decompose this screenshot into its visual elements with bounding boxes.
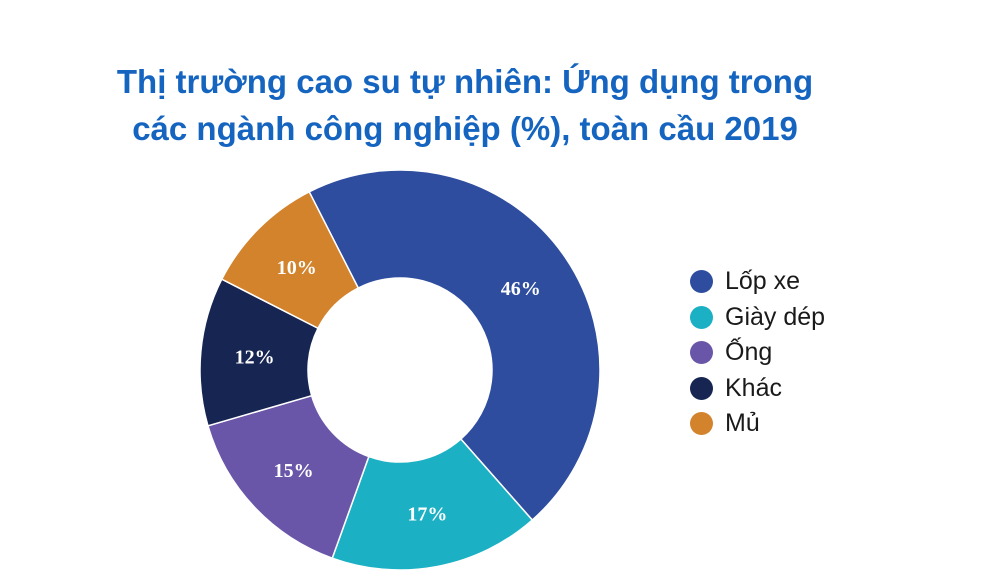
slice-label-4: 10% (277, 257, 317, 279)
legend-item: Giày dép (690, 300, 825, 336)
legend-swatch (690, 270, 713, 294)
slice-label-2: 15% (274, 460, 314, 482)
legend-label: Mủ (725, 409, 760, 438)
slice-2 (207, 394, 370, 560)
legend-swatch (690, 412, 713, 436)
legend-swatch (690, 341, 713, 365)
legend-label: Khác (725, 373, 782, 402)
legend-swatch (690, 376, 713, 400)
legend-label: Ống (725, 338, 773, 367)
slice-0 (308, 169, 601, 522)
slice-label-1: 17% (407, 503, 447, 525)
slice-4 (220, 190, 360, 330)
legend-item: Ống (690, 335, 825, 371)
legend-item: Mủ (690, 406, 825, 442)
legend-item: Lốp xe (690, 264, 825, 300)
slice-label-0: 46% (501, 278, 541, 300)
legend-item: Khác (690, 371, 825, 407)
slice-label-3: 12% (235, 346, 275, 368)
slice-1 (331, 437, 534, 571)
chart-title-line-2: các ngành công nghiệp (%), toàn cầu 2019 (132, 110, 798, 147)
legend-swatch (690, 305, 713, 329)
chart-legend: Lốp xe Giày dép Ống Khác Mủ (690, 264, 825, 442)
legend-label: Lốp xe (725, 267, 801, 296)
chart-title: Thị trường cao su tự nhiên: Ứng dụng tro… (0, 58, 930, 152)
legend-label: Giày dép (725, 302, 826, 331)
chart-title-line-1: Thị trường cao su tự nhiên: Ứng dụng tro… (116, 63, 814, 100)
